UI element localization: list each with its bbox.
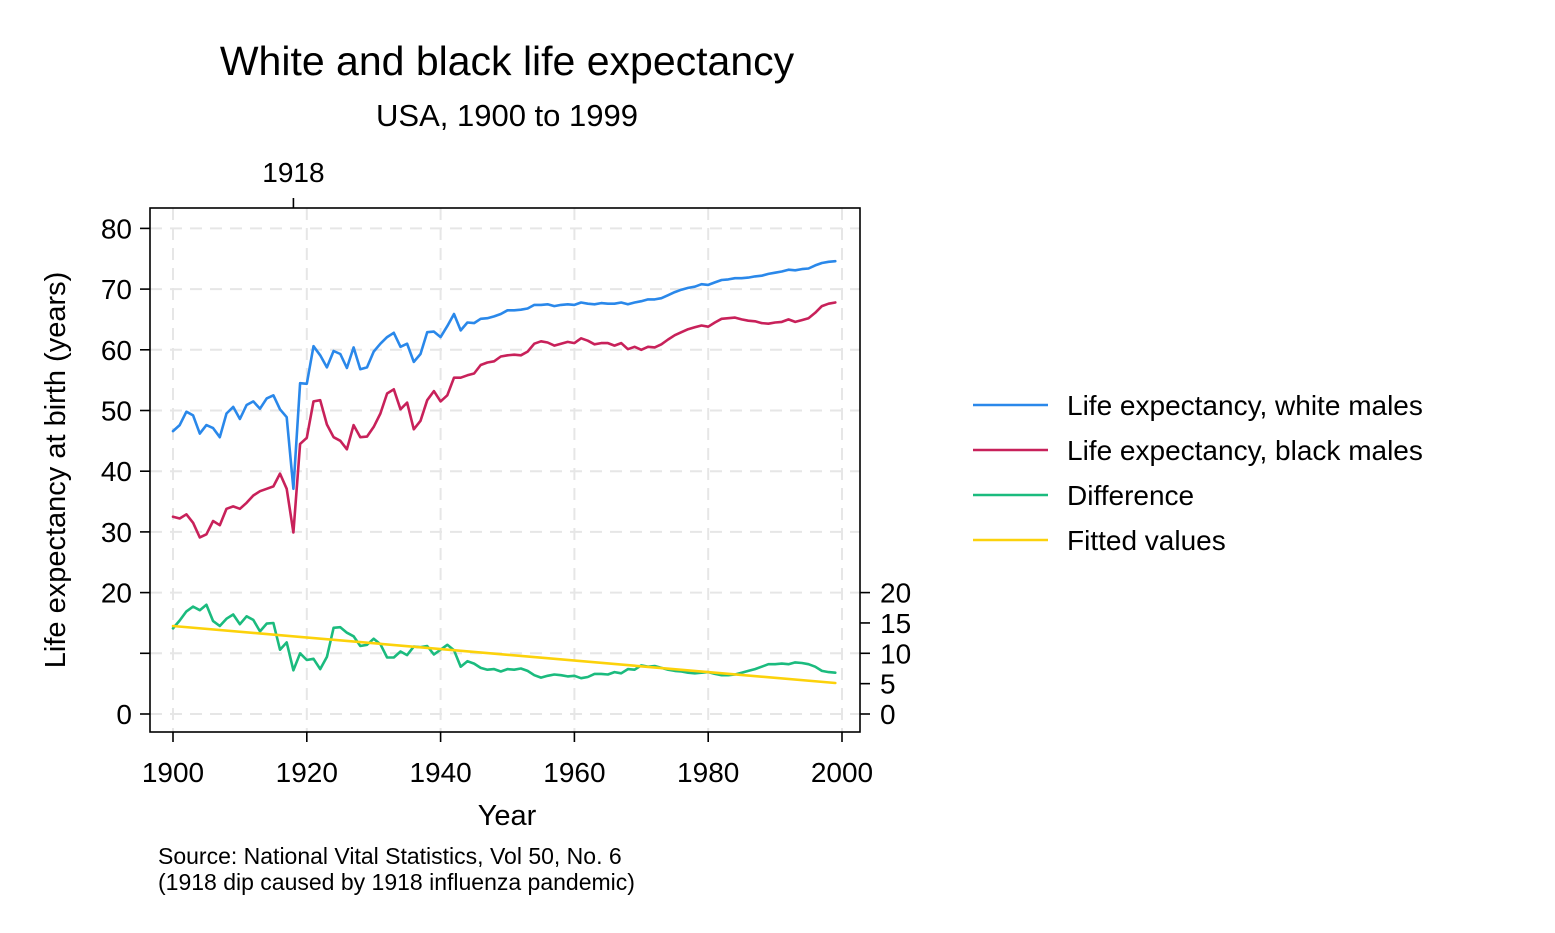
series-line-life-expectancy-black-males — [171, 301, 837, 539]
y2-tick-label: 20 — [880, 578, 911, 609]
top-tick-label: 1918 — [262, 157, 324, 188]
legend-label: Life expectancy, white males — [1067, 390, 1423, 421]
series-line-difference — [171, 603, 837, 680]
y-axis-label: Life expectancy at birth (years) — [40, 272, 72, 669]
grid — [150, 208, 860, 732]
source-note: Source: National Vital Statistics, Vol 5… — [158, 843, 622, 869]
y2-tick-label: 10 — [880, 638, 911, 669]
chart-subtitle: USA, 1900 to 1999 — [376, 98, 638, 133]
series-line-life-expectancy-white-males — [171, 259, 837, 491]
series-line-fitted-values — [171, 624, 837, 685]
y-tick-label: 40 — [101, 456, 132, 487]
legend-label: Life expectancy, black males — [1067, 435, 1423, 466]
x-tick-label: 1940 — [409, 757, 471, 788]
y-tick-label: 50 — [101, 396, 132, 427]
chart-title: White and black life expectancy — [220, 38, 795, 84]
plot-frame — [149, 207, 861, 733]
x-tick-label: 1980 — [677, 757, 739, 788]
legend-label: Difference — [1067, 480, 1194, 511]
y2-tick-label: 0 — [880, 699, 896, 730]
y-tick-label: 30 — [101, 517, 132, 548]
axes: 1900 1920 1940 1960 1980 20000203040506070800… — [101, 157, 911, 788]
series-lines — [171, 259, 837, 685]
legend-label: Fitted values — [1067, 525, 1226, 556]
y-tick-label: 70 — [101, 274, 132, 305]
y-tick-label: 80 — [101, 213, 132, 244]
x-tick-label: 1960 — [543, 757, 605, 788]
x-tick-label: 2000 — [811, 757, 873, 788]
y-tick-label: 60 — [101, 335, 132, 366]
legend: Life expectancy, white males Life expecta… — [973, 390, 1423, 556]
x-tick-label: 1920 — [276, 757, 338, 788]
x-axis-label: Year — [478, 800, 537, 832]
y2-tick-label: 15 — [880, 608, 911, 639]
pandemic-note: (1918 dip caused by 1918 influenza pande… — [158, 869, 635, 895]
y2-tick-label: 5 — [880, 669, 896, 700]
y-tick-label: 0 — [116, 699, 132, 730]
y-tick-label: 20 — [101, 578, 132, 609]
x-tick-label: 1900 — [142, 757, 204, 788]
